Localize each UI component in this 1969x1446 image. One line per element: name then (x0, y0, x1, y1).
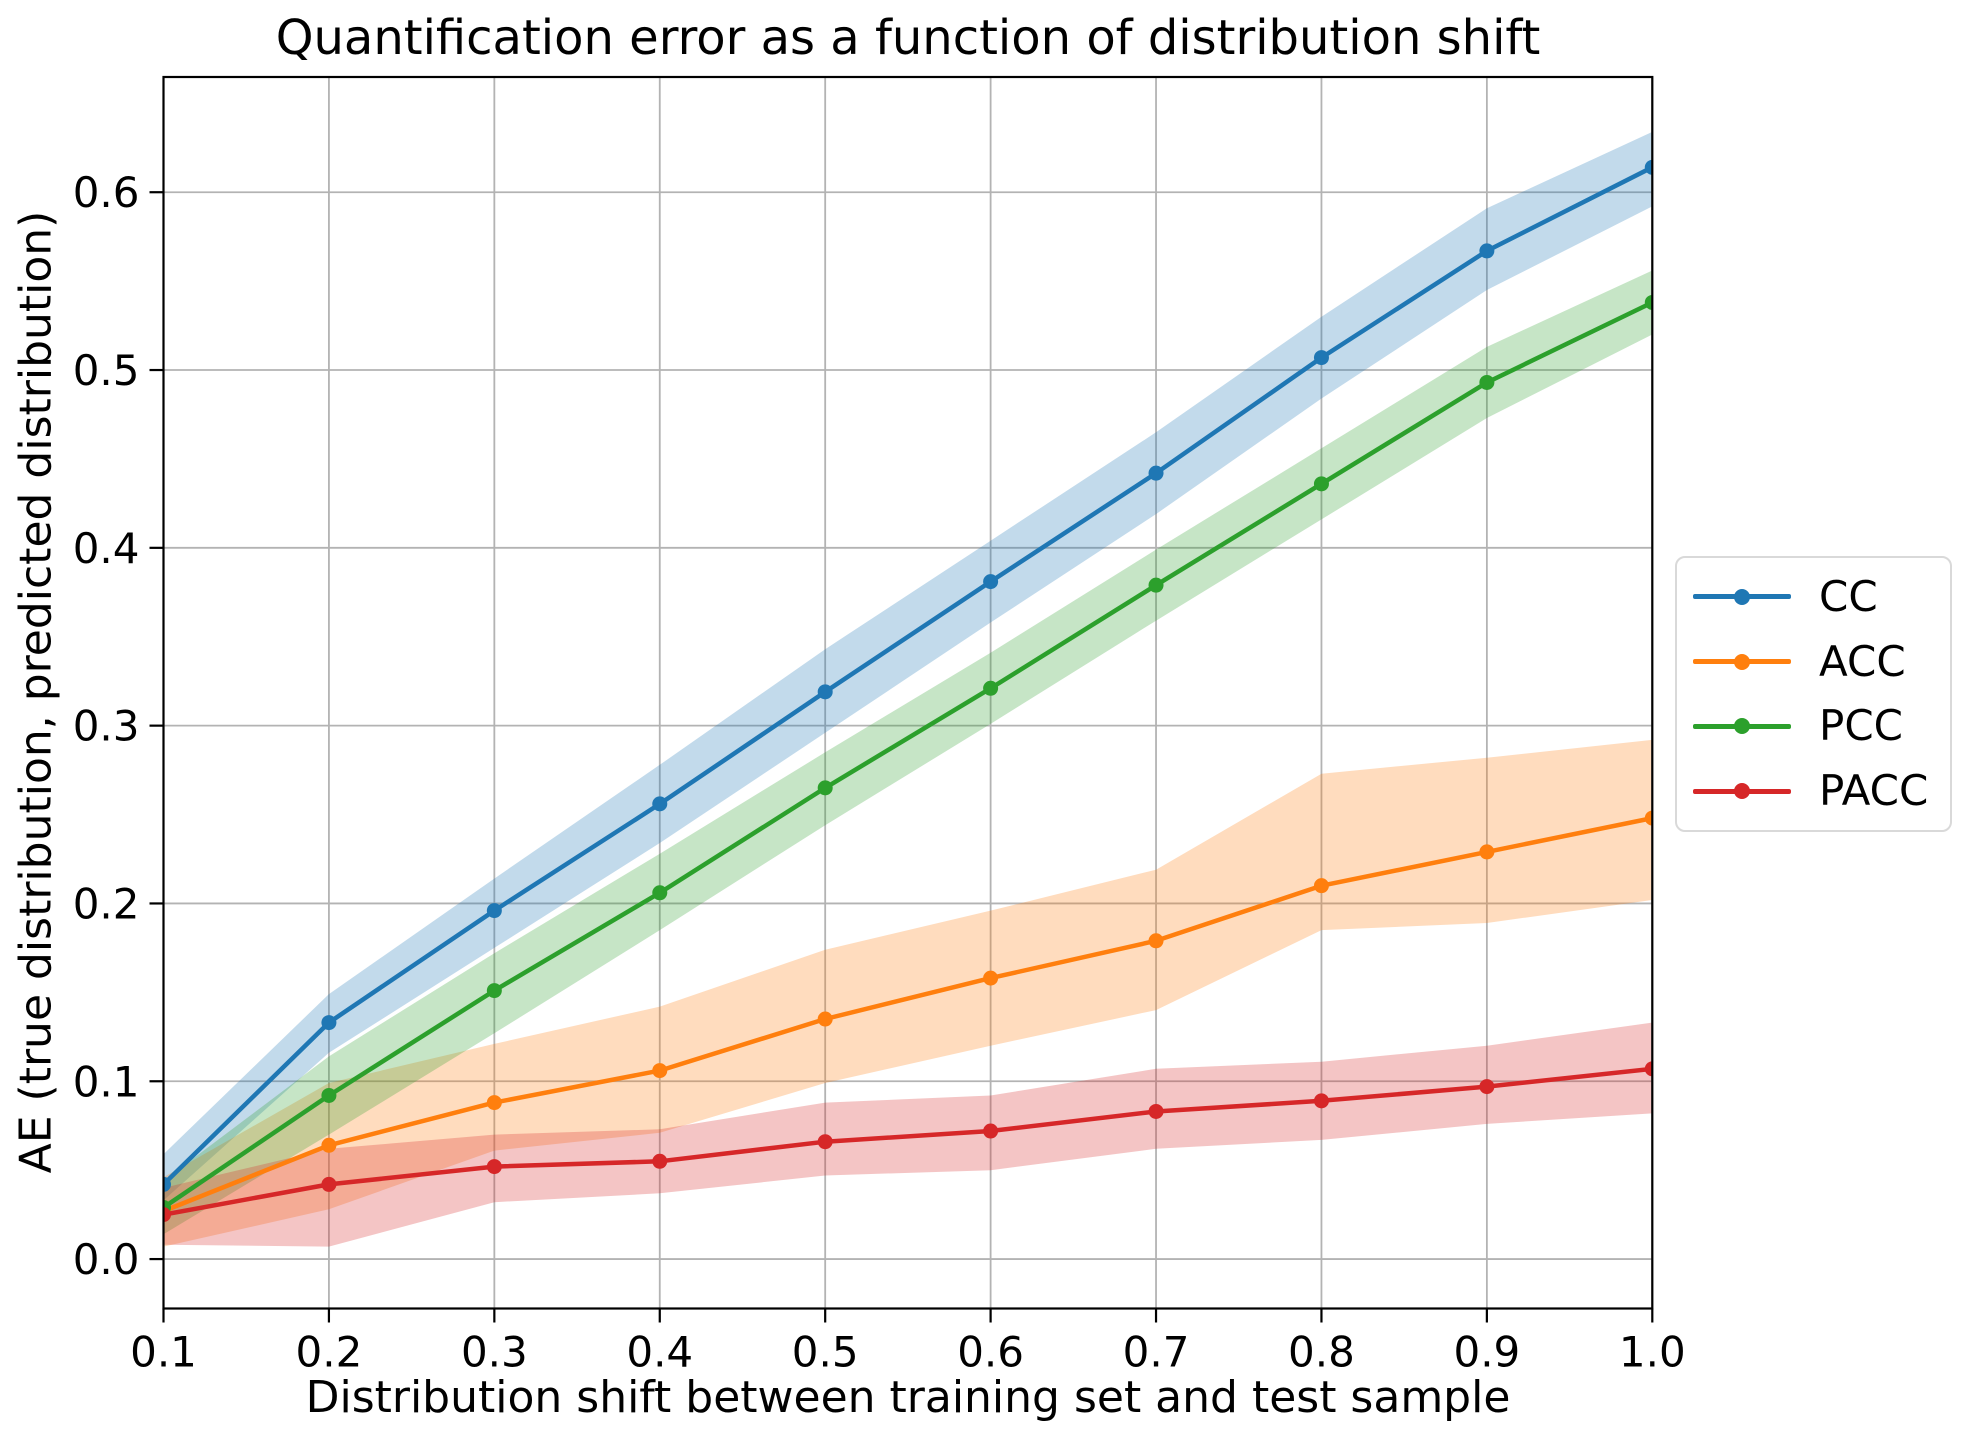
y-tick-label-0.6: 0.6 (73, 168, 140, 217)
line-CC (163, 165, 1653, 1187)
legend-label: ACC (1819, 636, 1906, 686)
chart-title: Quantification error as a function of di… (275, 10, 1541, 66)
x-axis-label: Distribution shift between training set … (305, 1372, 1511, 1423)
marker-ACC-0.2 (321, 1137, 337, 1153)
x-tick-label-0.8: 0.8 (1288, 1328, 1355, 1377)
marker-PACC-0.4 (652, 1153, 668, 1169)
legend-marker-acc (1734, 653, 1750, 670)
x-tick-label-0.6: 0.6 (957, 1328, 1024, 1377)
legend-item-pacc: PACC (1677, 761, 1950, 821)
marker-PACC-0.9 (1479, 1079, 1495, 1095)
axes-spines (162, 75, 1654, 1310)
y-tick-label-0.3: 0.3 (73, 702, 140, 751)
marker-PACC-0.8 (1313, 1093, 1329, 1109)
marker-ACC-0.4 (652, 1063, 668, 1079)
line-ACC (163, 815, 1653, 1214)
marker-PACC-0.7 (1148, 1103, 1164, 1119)
x-tick-label-0.1: 0.1 (130, 1328, 197, 1377)
y-tick-label-0.1: 0.1 (73, 1057, 140, 1106)
marker-CC-1 (1644, 159, 1653, 175)
legend-line-sample-pacc (1693, 783, 1791, 800)
x-tick-label-1.0: 1.0 (1619, 1328, 1686, 1377)
line-PACC (163, 1066, 1653, 1217)
marker-PCC-0.9 (1479, 374, 1495, 390)
legend-label: CC (1819, 571, 1878, 621)
marker-PCC-0.4 (652, 885, 668, 901)
marker-CC-0.8 (1313, 350, 1329, 366)
marker-CC-0.7 (1148, 465, 1164, 481)
legend-label: PCC (1819, 701, 1903, 751)
marker-CC-0.6 (983, 574, 999, 590)
y-tick-label-0.2: 0.2 (73, 879, 140, 928)
marker-PCC-0.6 (983, 680, 999, 696)
marker-ACC-0.3 (486, 1095, 502, 1111)
marker-ACC-0.6 (983, 970, 999, 986)
marker-PACC-0.1 (163, 1207, 171, 1223)
marker-CC-0.2 (321, 1015, 337, 1031)
x-tick-label-0.9: 0.9 (1453, 1328, 1520, 1377)
x-tick-label-0.7: 0.7 (1123, 1328, 1190, 1377)
legend-line-sample-pcc (1693, 718, 1791, 735)
y-axis-label: AE (true distribution, predicted distrib… (10, 210, 62, 1174)
marker-CC-0.1 (163, 1176, 171, 1192)
legend-marker-cc (1734, 588, 1750, 605)
band-CC (163, 131, 1653, 1201)
marker-CC-0.4 (652, 796, 668, 812)
x-tick-label-0.2: 0.2 (296, 1328, 363, 1377)
legend-marker-pcc (1734, 718, 1750, 735)
x-tick-label-0.4: 0.4 (626, 1328, 693, 1377)
legend: CC ACC PCC PACC (1675, 556, 1952, 832)
marker-PCC-0.5 (817, 780, 833, 796)
x-tick-label-0.3: 0.3 (461, 1328, 528, 1377)
marker-ACC-0.9 (1479, 844, 1495, 860)
marker-PCC-1 (1644, 294, 1653, 310)
marker-CC-0.5 (817, 684, 833, 700)
band-ACC (163, 739, 1653, 1247)
marker-PACC-0.6 (983, 1123, 999, 1139)
y-tick-label-0.4: 0.4 (73, 524, 140, 573)
legend-marker-pacc (1734, 783, 1750, 800)
y-tick-label-0.5: 0.5 (73, 346, 140, 395)
legend-item-cc: CC (1677, 567, 1950, 627)
marker-PCC-0.2 (321, 1087, 337, 1103)
marker-CC-0.9 (1479, 243, 1495, 259)
marker-ACC-0.8 (1313, 878, 1329, 894)
legend-label: PACC (1819, 766, 1929, 816)
y-tick-label-0.0: 0.0 (73, 1235, 140, 1284)
x-tick-label-0.5: 0.5 (792, 1328, 859, 1377)
marker-ACC-1 (1644, 810, 1653, 826)
marker-PACC-0.3 (486, 1159, 502, 1175)
marker-PACC-1 (1644, 1061, 1653, 1077)
marker-PACC-0.5 (817, 1134, 833, 1150)
marker-ACC-0.7 (1148, 933, 1164, 949)
legend-line-sample-cc (1693, 588, 1791, 605)
marker-PCC-0.8 (1313, 476, 1329, 492)
marker-ACC-0.5 (817, 1011, 833, 1027)
legend-item-pcc: PCC (1677, 696, 1950, 756)
legend-line-sample-acc (1693, 653, 1791, 670)
marker-PACC-0.2 (321, 1176, 337, 1192)
line-PCC (163, 300, 1653, 1210)
marker-PCC-0.7 (1148, 577, 1164, 593)
marker-PCC-0.3 (486, 983, 502, 999)
marker-CC-0.3 (486, 903, 502, 919)
legend-item-acc: ACC (1677, 632, 1950, 692)
